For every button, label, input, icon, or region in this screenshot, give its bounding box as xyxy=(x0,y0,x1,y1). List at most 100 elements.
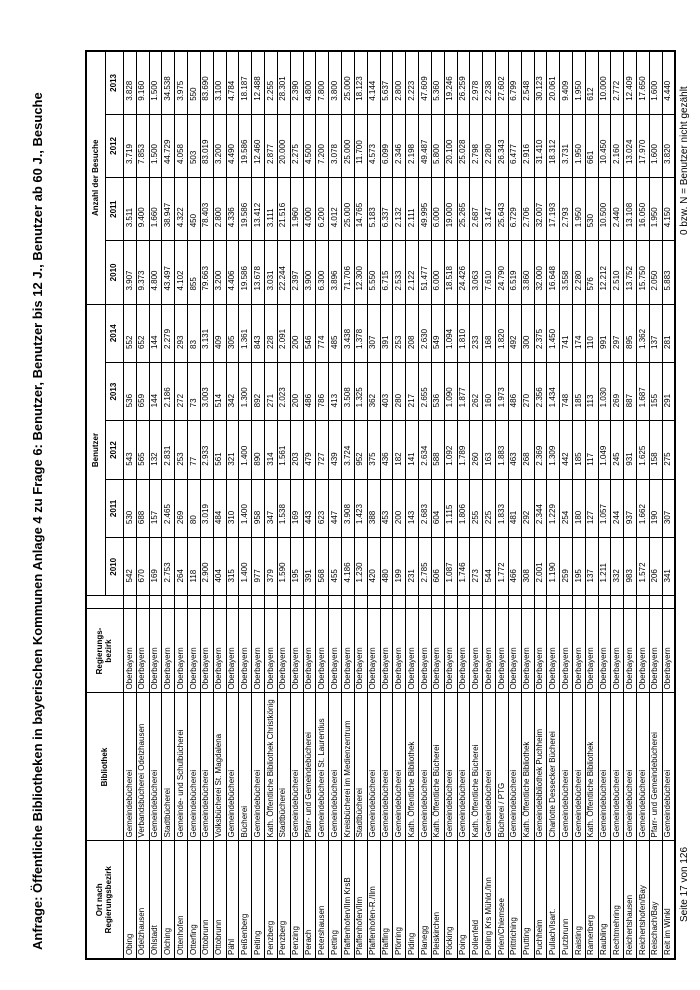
cell-benutzer-2011: 3.908 xyxy=(341,479,355,538)
cell-besuche-2012: 2.798 xyxy=(469,114,483,178)
cell-benutzer-2014: 741 xyxy=(559,304,573,363)
cell-bibliothek: Gemeindebücherei xyxy=(482,693,496,841)
cell-ort: Reichertshofen/Bay xyxy=(636,841,650,959)
table-row: Penzing Gemeindebücherei Oberbayern 195 1… xyxy=(290,51,304,959)
cell-spacer xyxy=(136,596,150,609)
cell-ort: Reichertshausen xyxy=(623,841,637,959)
cell-besuche-2012: 26.343 xyxy=(495,114,509,178)
cell-ort: Peiting xyxy=(251,841,265,959)
cell-besuche-2012: 2.275 xyxy=(290,114,304,178)
cell-benutzer-2012: 1.092 xyxy=(444,420,458,480)
header-benutzer-2012: 2012 xyxy=(105,420,124,480)
cell-benutzer-2010: 199 xyxy=(392,537,406,596)
table-row: Obing Gemeindebücherei Oberbayern 542 530… xyxy=(123,51,137,959)
cell-bibliothek: Gemeindebücherei xyxy=(123,693,137,841)
cell-besuche-2013: 17.650 xyxy=(636,51,650,115)
cell-benutzer-2014: 110 xyxy=(585,304,599,363)
cell-ort: Pöcking xyxy=(444,841,458,959)
cell-regierungsbezirk: Oberbayern xyxy=(251,609,265,693)
cell-ort: Penzberg xyxy=(277,841,291,959)
cell-benutzer-2013: 1.687 xyxy=(636,362,650,421)
cell-besuche-2010: 6.000 xyxy=(431,240,445,305)
cell-benutzer-2011: 80 xyxy=(187,479,201,538)
cell-benutzer-2011: 1.662 xyxy=(636,479,650,538)
cell-benutzer-2013: 73 xyxy=(187,362,201,421)
cell-benutzer-2010: 2.900 xyxy=(200,537,214,596)
cell-regierungsbezirk: Oberbayern xyxy=(303,609,316,693)
cell-benutzer-2014: 168 xyxy=(482,304,496,363)
cell-besuche-2011: 450 xyxy=(187,177,201,241)
cell-bibliothek: Kath. Öffentliche Bibliothek xyxy=(585,693,599,841)
cell-spacer xyxy=(444,596,458,609)
cell-regierungsbezirk: Oberbayern xyxy=(649,609,663,693)
cell-benutzer-2012: 1.883 xyxy=(495,420,509,480)
cell-besuche-2013: 612 xyxy=(585,51,599,115)
cell-besuche-2010: 3.907 xyxy=(123,240,137,305)
cell-regierungsbezirk: Oberbayern xyxy=(482,609,496,693)
cell-ort: Ottobrunn xyxy=(200,841,214,959)
cell-besuche-2010: 19.586 xyxy=(238,240,252,305)
cell-ort: Pollenfeld xyxy=(469,841,483,959)
cell-regierungsbezirk: Oberbayern xyxy=(315,609,329,693)
cell-bibliothek: Gemeindebücherei xyxy=(508,693,522,841)
cell-benutzer-2013: 270 xyxy=(521,362,534,421)
cell-benutzer-2014: 1.820 xyxy=(495,304,509,363)
table-row: Pförring Gemeindebücherei Oberbayern 199… xyxy=(392,51,406,959)
cell-besuche-2012: 503 xyxy=(187,114,201,178)
cell-benutzer-2014: 1.361 xyxy=(238,304,252,363)
cell-benutzer-2012: 1.625 xyxy=(636,420,650,480)
cell-besuche-2011: 1.960 xyxy=(290,177,304,241)
cell-benutzer-2010: 1.190 xyxy=(546,537,560,596)
cell-ort: Ottenhofen xyxy=(174,841,188,959)
cell-besuche-2013: 2.800 xyxy=(392,51,406,115)
cell-benutzer-2012: 1.561 xyxy=(277,420,291,480)
cell-benutzer-2010: 1.572 xyxy=(636,537,650,596)
cell-benutzer-2012: 890 xyxy=(251,420,265,480)
cell-bibliothek: Verbandsbücherei Odelzhausen xyxy=(136,693,150,841)
cell-besuche-2012: 3.731 xyxy=(559,114,573,178)
cell-regierungsbezirk: Oberbayern xyxy=(469,609,483,693)
cell-besuche-2011: 3.147 xyxy=(482,177,496,241)
cell-benutzer-2010: 1.211 xyxy=(598,537,611,596)
cell-besuche-2010: 3.031 xyxy=(264,240,278,305)
cell-spacer xyxy=(290,596,304,609)
cell-besuche-2011: 1.660 xyxy=(149,177,162,241)
cell-benutzer-2012: 442 xyxy=(559,420,573,480)
cell-besuche-2013: 6.799 xyxy=(508,51,522,115)
cell-besuche-2012: 19.586 xyxy=(238,114,252,178)
cell-regierungsbezirk: Oberbayern xyxy=(187,609,201,693)
cell-ort: Rechtmehring xyxy=(610,841,624,959)
cell-benutzer-2011: 310 xyxy=(226,479,239,538)
cell-benutzer-2013: 786 xyxy=(315,362,329,421)
cell-benutzer-2012: 77 xyxy=(187,420,201,480)
cell-benutzer-2011: 347 xyxy=(264,479,278,538)
cell-besuche-2013: 12.409 xyxy=(623,51,637,115)
cell-benutzer-2012: 931 xyxy=(623,420,637,480)
cell-ort: Prittriching xyxy=(508,841,522,959)
header-ort: Ort nach Regierungsbezirk xyxy=(86,841,124,959)
cell-bibliothek: Gemeindebücherei xyxy=(457,693,470,841)
cell-besuche-2013: 1.950 xyxy=(572,51,586,115)
cell-besuche-2011: 2.687 xyxy=(469,177,483,241)
cell-besuche-2010: 6.519 xyxy=(508,240,522,305)
header-benutzer-2014: 2014 xyxy=(105,304,124,363)
cell-benutzer-2011: 269 xyxy=(174,479,188,538)
cell-benutzer-2012: 163 xyxy=(482,420,496,480)
cell-besuche-2013: 9.160 xyxy=(136,51,150,115)
table-row: Pfaffenhofen/Ilm KrsB Kreisbücherei im M… xyxy=(341,51,355,959)
cell-besuche-2013: 3.800 xyxy=(328,51,342,115)
table-row: Reit im Winkl Gemeindebücherei Oberbayer… xyxy=(662,51,676,959)
cell-besuche-2011: 6.200 xyxy=(315,177,329,241)
cell-besuche-2010: 2.533 xyxy=(392,240,406,305)
cell-benutzer-2012: 2.369 xyxy=(534,420,547,480)
cell-besuche-2011: 13.412 xyxy=(251,177,265,241)
cell-regierungsbezirk: Oberbayern xyxy=(610,609,624,693)
cell-benutzer-2012: 141 xyxy=(405,420,419,480)
cell-benutzer-2013: 887 xyxy=(623,362,637,421)
cell-besuche-2012: 1.500 xyxy=(149,114,162,178)
table-row: Pfaffenhofen/Ilm Stadtbücherei Oberbayer… xyxy=(354,51,368,959)
cell-bibliothek: Kath. Öffentliche Bücherei xyxy=(431,693,445,841)
cell-ort: Prutting xyxy=(521,841,534,959)
